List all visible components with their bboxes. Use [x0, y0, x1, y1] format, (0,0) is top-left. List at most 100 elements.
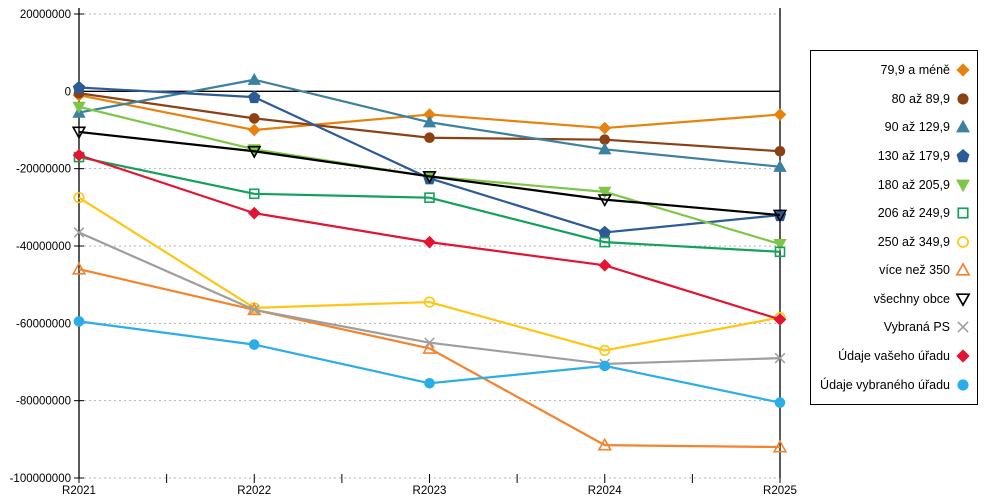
y-axis-tick-label: -80000000 — [16, 396, 71, 408]
x-marker-icon — [774, 352, 786, 364]
square-marker-icon — [599, 236, 611, 248]
circle-marker-icon — [774, 145, 786, 157]
series-line — [78, 155, 781, 253]
circle-marker-icon — [248, 113, 260, 124]
legend-item-label: všechny obce — [873, 291, 950, 306]
diamond-marker-icon — [247, 206, 261, 220]
square-marker-icon — [424, 192, 435, 203]
legend-item: 79,9 a méně — [811, 62, 977, 78]
legend-item-label: více než 350 — [879, 263, 950, 278]
legend-item: Údaje vašeho úřadu — [811, 348, 977, 364]
series-line — [78, 130, 781, 217]
triangle-up-marker-icon — [598, 142, 612, 155]
circle-marker-icon — [599, 344, 611, 356]
circle-marker-icon — [248, 339, 260, 350]
pentagon-marker-icon — [72, 80, 86, 94]
triangle-up-marker-icon — [956, 120, 970, 133]
triangle-down-marker-icon — [247, 145, 262, 159]
series-7 — [71, 261, 788, 453]
legend-item: 250 až 349,9 — [811, 234, 977, 250]
diamond-marker-icon — [956, 349, 970, 363]
circle-marker-icon — [957, 379, 969, 391]
series-10 — [72, 148, 787, 326]
circle-marker-icon — [73, 316, 85, 327]
legend-item-label: Údaje vybraného úřadu — [820, 377, 950, 392]
triangle-up-marker-icon — [772, 439, 788, 453]
diamond-marker-icon — [598, 121, 612, 135]
square-marker-icon — [774, 246, 786, 258]
x-legend-marker-icon — [957, 321, 969, 334]
diamond-marker-icon — [773, 313, 787, 326]
triangle-down-marker-icon — [597, 194, 612, 208]
legend-item-label: 180 až 205,9 — [877, 177, 950, 192]
series-line — [78, 268, 781, 449]
x-marker-icon — [424, 337, 435, 348]
diamond-marker-icon — [247, 123, 261, 137]
y-axis-tick-label: -40000000 — [16, 241, 71, 253]
legend-item: 206 až 249,9 — [811, 205, 977, 221]
triangle-up-marker-icon — [247, 72, 261, 85]
pentagon-marker-icon — [598, 225, 611, 239]
legend-item: více než 350 — [811, 262, 977, 278]
x-axis-tick-label: R2023 — [413, 485, 447, 497]
legend-item-label: 250 až 349,9 — [877, 234, 950, 249]
series-0 — [72, 88, 787, 137]
legend-item-label: 80 až 89,9 — [891, 91, 950, 106]
legend-item: 80 až 89,9 — [811, 91, 977, 107]
triangle-down-marker-icon — [772, 209, 788, 223]
legend-item-label: Údaje vašeho úřadu — [838, 349, 950, 364]
square-marker-icon — [248, 188, 260, 200]
circle-marker-icon — [423, 296, 436, 308]
series-11 — [73, 316, 786, 408]
triangle-down-marker-icon — [598, 186, 612, 199]
chart-legend: 79,9 a méně 80 až 89,9 90 až 129,9 130 až 1… — [810, 50, 978, 405]
x-axis-tick-label: R2024 — [588, 485, 622, 497]
triangle-down-legend-marker-icon — [956, 179, 970, 192]
legend-item-label: Vybraná PS — [883, 320, 950, 335]
square-marker-icon — [957, 207, 969, 219]
circle-legend-marker-icon — [957, 235, 969, 248]
x-axis-tick-label: R2021 — [62, 485, 96, 497]
diamond-marker-icon — [773, 108, 787, 121]
diamond-marker-icon — [72, 148, 86, 162]
triangle-up-legend-marker-icon — [956, 120, 970, 133]
circle-marker-icon — [73, 192, 85, 204]
series-1 — [73, 87, 786, 157]
triangle-down-marker-icon — [955, 293, 971, 307]
circle-marker-icon — [424, 377, 435, 389]
x-marker-icon — [73, 227, 85, 238]
x-axis-tick-label: R2025 — [763, 485, 797, 497]
y-axis-tick-label: -100000000 — [10, 473, 71, 485]
triangle-down-marker-icon — [72, 101, 86, 114]
triangle-up-marker-icon — [955, 262, 971, 276]
legend-item-label: 79,9 a méně — [880, 63, 951, 78]
legend-item-label: 90 až 129,9 — [884, 120, 950, 135]
circle-legend-marker-icon — [957, 93, 969, 105]
square-legend-marker-icon — [957, 207, 969, 219]
pentagon-marker-icon — [956, 149, 970, 163]
legend-item-label: 130 až 179,9 — [877, 149, 950, 164]
triangle-up-marker-icon — [422, 115, 437, 128]
legend-item: všechny obce — [811, 291, 977, 307]
triangle-up-marker-icon — [71, 261, 87, 275]
x-axis-tick-label: R2022 — [237, 485, 271, 497]
triangle-up-marker-icon — [422, 341, 437, 354]
legend-item-label: 206 až 249,9 — [877, 206, 950, 221]
series-8 — [71, 126, 788, 223]
triangle-down-marker-icon — [773, 238, 787, 251]
y-axis-tick-label: 20000000 — [20, 9, 71, 21]
diamond-marker-icon — [956, 63, 970, 77]
legend-item: 90 až 129,9 — [811, 119, 977, 135]
series-5 — [73, 151, 786, 258]
diamond-marker-icon — [598, 259, 612, 272]
diamond-legend-marker-icon — [956, 349, 970, 363]
x-marker-icon — [957, 321, 969, 334]
circle-marker-icon — [957, 235, 969, 248]
legend-item: 130 až 179,9 — [811, 148, 977, 164]
series-6 — [73, 192, 786, 356]
triangle-down-marker-icon — [956, 179, 970, 192]
circle-marker-icon — [424, 132, 435, 144]
pentagon-legend-marker-icon — [956, 149, 970, 163]
